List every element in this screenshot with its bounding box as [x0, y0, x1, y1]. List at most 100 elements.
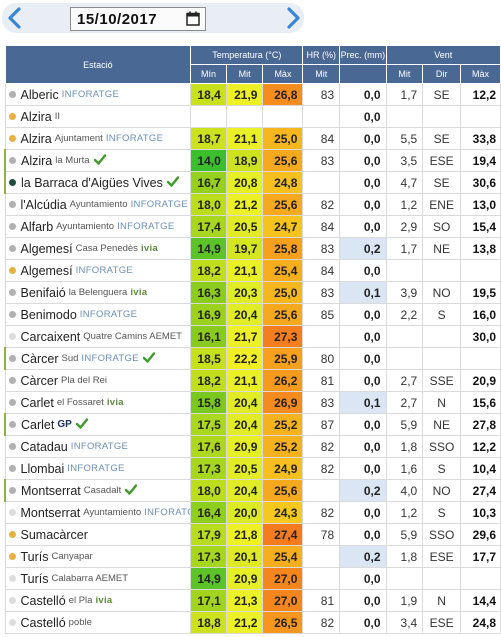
station-cell[interactable]: Alzira II [4, 105, 192, 128]
station-name[interactable]: Turís [20, 549, 49, 564]
station-name[interactable]: Alzira [20, 131, 52, 146]
station-cell[interactable]: Alberic INFORATGE [4, 83, 192, 106]
station-cell[interactable]: Càrcer Sud INFORATGE [4, 347, 192, 370]
table-row[interactable]: Benifaió la Belenguera ivia 16,3 20,3 25,0 83 0… [4, 281, 501, 304]
table-row[interactable]: Càrcer Sud INFORATGE 18,5 22,2 25,9 80 0,0 [4, 347, 501, 370]
station-cell[interactable]: l'Alcúdia Ayuntamiento INFORATGE [4, 193, 192, 216]
date-input[interactable]: 15/10/2017 [70, 7, 206, 31]
table-row[interactable]: Carcaixent Quatre Camins AEMET 16,1 21,7 27,… [4, 325, 501, 348]
station-cell[interactable]: Alzira la Murta [4, 149, 192, 172]
subheader-temp-max[interactable]: Màx [262, 64, 304, 84]
station-name[interactable]: la Barraca d'Aigües Vives [21, 175, 163, 190]
station-cell[interactable]: Càrcer Pla del Rei [4, 369, 192, 392]
table-row[interactable]: Alzira Ajuntament INFORATGE 18,7 21,1 25,0 84 0… [4, 127, 501, 150]
station-cell[interactable]: Alzira Ajuntament INFORATGE [4, 127, 192, 150]
table-row[interactable]: Alzira II 0,0 [4, 105, 501, 128]
table-row[interactable]: la Barraca d'Aigües Vives 16,7 20,8 24,8 0,0… [4, 171, 501, 194]
station-name[interactable]: Algemesí [20, 241, 73, 256]
wind-dir-cell: ESE [422, 611, 462, 634]
station-cell[interactable]: Carlet el Fossaret ivia [4, 391, 192, 414]
header-station[interactable]: Estació [4, 45, 192, 84]
station-cell[interactable]: Catadau INFORATGE [4, 435, 192, 458]
wind-dir-cell: NO [422, 281, 462, 304]
table-row[interactable]: MontserratAyuntamientoINFORATGE16,420,02… [4, 501, 501, 524]
wind-dir-cell [422, 105, 462, 128]
table-row[interactable]: Turís Canyapar 17,3 20,1 25,4 0,2 1,8 ESE 17,7 [4, 545, 501, 568]
header-precipitation[interactable]: Prec. (mm) [339, 45, 387, 65]
station-cell[interactable]: Sumacàrcer [4, 523, 192, 546]
table-row[interactable]: Catadau INFORATGE 17,6 20,9 25,2 82 0,0 1,8 SSO 1… [4, 435, 501, 458]
chevron-right-icon[interactable] [284, 6, 302, 30]
station-cell[interactable]: Benimodo INFORATGE [4, 303, 192, 326]
station-name[interactable]: Càrcer [20, 373, 59, 388]
station-name[interactable]: Benifaió [20, 285, 66, 300]
calendar-icon[interactable] [186, 11, 200, 26]
subheader-wind-mit[interactable]: Mit [385, 64, 424, 84]
station-cell[interactable]: Alfarb Ayuntamiento INFORATGE [4, 215, 192, 238]
header-temperature[interactable]: Temperatura (°C) [190, 45, 304, 65]
table-row[interactable]: Algemesí Casa Penedès ivia 14,9 19,7 25,8 83 0,… [4, 237, 501, 260]
table-row[interactable]: Llombai INFORATGE 17,3 20,5 24,9 82 0,0 1,6 S 10,… [4, 457, 501, 480]
station-cell[interactable]: MontserratAyuntamientoINFORATGE [4, 501, 192, 524]
temp-mit-cell: 21,2 [225, 193, 264, 216]
station-location: Canyapar [51, 551, 93, 563]
temp-max-cell [262, 105, 304, 128]
station-name[interactable]: Montserrat [20, 505, 81, 520]
humidity-cell [302, 567, 341, 590]
subheader-wind-max[interactable]: Màx [460, 64, 501, 84]
station-cell[interactable]: Montserrat Casadalt [4, 479, 192, 502]
station-name[interactable]: Llombai [20, 461, 65, 476]
station-name[interactable]: Carcaixent [20, 329, 81, 344]
station-cell[interactable]: Algemesí INFORATGE [4, 259, 192, 282]
station-name[interactable]: Catadau [20, 439, 68, 454]
station-cell[interactable]: Castelló poble [4, 611, 192, 634]
station-name[interactable]: Turís [20, 571, 49, 586]
station-name[interactable]: Alberic [20, 87, 59, 102]
header-humidity[interactable]: HR (%) [302, 45, 341, 65]
header-wind[interactable]: Vent [385, 45, 501, 65]
table-row[interactable]: Carlet GP 17,5 20,4 25,2 87 0,0 5,9 NE 27,8 [4, 413, 501, 436]
station-name[interactable]: Montserrat [21, 483, 81, 498]
station-cell[interactable]: Castelló el Pla ivia [4, 589, 192, 612]
table-row[interactable]: Alfarb Ayuntamiento INFORATGE 17,4 20,5 24,7 8… [4, 215, 501, 238]
station-name[interactable]: l'Alcúdia [20, 197, 67, 212]
station-name[interactable]: Benimodo [20, 307, 77, 322]
station-cell[interactable]: Benifaió la Belenguera ivia [4, 281, 192, 304]
station-name[interactable]: Castelló [20, 615, 66, 630]
station-cell[interactable]: Turís Canyapar [4, 545, 192, 568]
subheader-temp-min[interactable]: Mín [190, 64, 227, 84]
station-cell[interactable]: Llombai INFORATGE [4, 457, 192, 480]
table-row[interactable]: Alberic INFORATGE 18,4 21,9 26,8 83 0,0 1,7 SE 12… [4, 83, 501, 106]
subheader-hr-mit[interactable]: Mit [302, 64, 341, 84]
table-row[interactable]: Carlet el Fossaret ivia 15,8 20,4 26,9 83 0,1 2,… [4, 391, 501, 414]
station-name[interactable]: Alfarb [20, 219, 54, 234]
table-row[interactable]: Sumacàrcer 17,9 21,8 27,4 78 0,0 5,9 SSO 29,6 [4, 523, 501, 546]
station-cell[interactable]: Algemesí Casa Penedès ivia [4, 237, 192, 260]
station-cell[interactable]: Carlet GP [4, 413, 192, 436]
station-name[interactable]: Alzira [20, 109, 52, 124]
station-name[interactable]: Carlet [21, 417, 55, 432]
table-row[interactable]: Turís Calabarra AEMET 14,9 20,9 27,0 0,0 [4, 567, 501, 590]
table-row[interactable]: Alzira la Murta 14,0 18,9 25,6 83 0,0 3,5 ESE 19,… [4, 149, 501, 172]
table-row[interactable]: Benimodo INFORATGE 16,9 20,4 25,6 85 0,0 2,2 S 16… [4, 303, 501, 326]
station-name[interactable]: Càrcer [21, 351, 59, 366]
station-cell[interactable]: Turís Calabarra AEMET [4, 567, 192, 590]
station-name[interactable]: Castelló [20, 593, 66, 608]
table-row[interactable]: Castelló poble 18,8 21,2 26,5 82 0,0 3,4 ESE 24,8 [4, 611, 501, 634]
station-name[interactable]: Alzira [21, 153, 53, 168]
table-row[interactable]: Castelló el Pla ivia 17,1 21,3 27,0 81 0,0 1,9 N 1… [4, 589, 501, 612]
station-name[interactable]: Algemesí [20, 263, 73, 278]
station-name[interactable]: Sumacàrcer [20, 527, 88, 542]
table-row[interactable]: Montserrat Casadalt 18,0 20,4 25,6 0,2 4,0 NO 27… [4, 479, 501, 502]
station-cell[interactable]: la Barraca d'Aigües Vives [4, 171, 192, 194]
subheader-temp-mit[interactable]: Mit [225, 64, 264, 84]
temp-max-cell: 26,9 [262, 391, 304, 414]
table-row[interactable]: Algemesí INFORATGE 18,2 21,1 25,4 84 0,0 [4, 259, 501, 282]
table-row[interactable]: l'Alcúdia Ayuntamiento INFORATGE 18,0 21,2 25… [4, 193, 501, 216]
humidity-cell: 84 [302, 127, 341, 150]
station-cell[interactable]: Carcaixent Quatre Camins AEMET [4, 325, 192, 348]
subheader-wind-dir[interactable]: Dir [422, 64, 462, 84]
chevron-left-icon[interactable] [6, 6, 24, 30]
station-name[interactable]: Carlet [20, 395, 54, 410]
table-row[interactable]: Càrcer Pla del Rei 18,2 21,1 26,2 81 0,0 2,7 SSE… [4, 369, 501, 392]
